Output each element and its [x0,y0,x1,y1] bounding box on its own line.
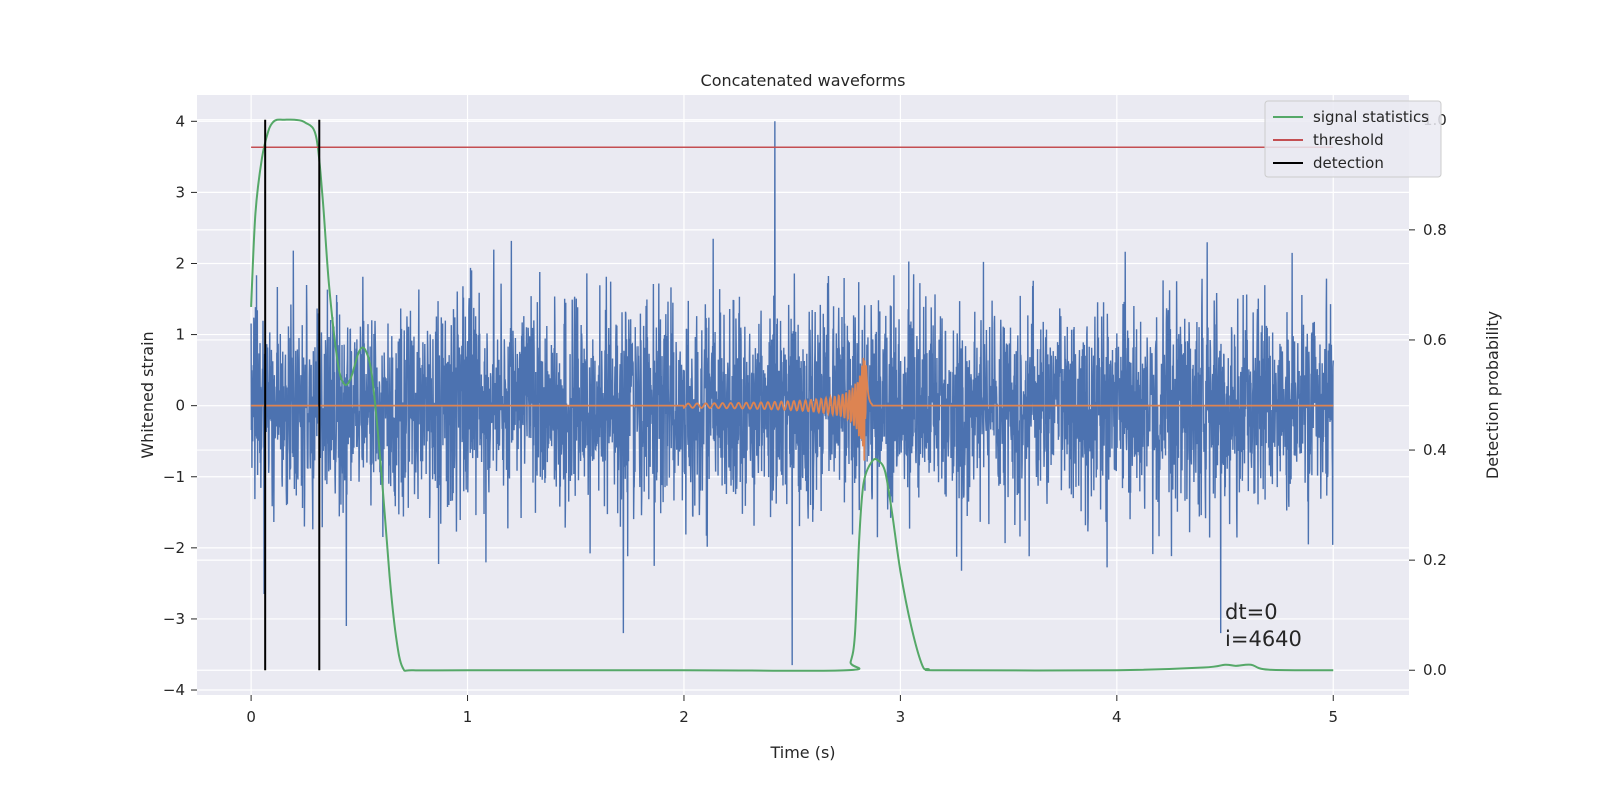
x-tick-label: 2 [679,708,689,726]
y-tick-label: −3 [163,610,185,628]
x-tick-label: 1 [463,708,473,726]
data-layer [250,118,1334,672]
y-tick-label: 3 [175,183,185,201]
annotation-index: i=4640 [1225,627,1302,651]
legend-label-signal-statistics: signal statistics [1313,108,1429,126]
chart-title: Concatenated waveforms [701,71,906,90]
y-tick-label: 0 [175,397,185,415]
template-line [251,357,1334,461]
signal-statistics-line [250,118,1334,672]
y-right-tick-label: 0.8 [1423,221,1447,239]
legend-box [1264,100,1442,178]
strain-noise-line [250,121,1334,666]
y-right-tick-label: 0.0 [1423,661,1447,679]
y-tick-label: 4 [175,112,185,130]
legend-label-detection: detection [1313,154,1384,172]
y-right-axis-label: Detection probability [1483,311,1502,479]
x-tick-label: 4 [1112,708,1122,726]
y-tick-label: −4 [163,681,185,699]
y-tick-label: −1 [163,468,185,486]
x-tick-label: 3 [896,708,906,726]
y-tick-label: 1 [175,326,185,344]
legend: signal statistics threshold detection [1264,100,1442,178]
y-right-tick-label: 0.2 [1423,551,1447,569]
annotation-dt: dt=0 [1225,600,1278,624]
y-tick-label: 2 [175,254,185,272]
x-axis-label: Time (s) [769,743,835,762]
legend-label-threshold: threshold [1313,131,1384,149]
y-tick-label: −2 [163,539,185,557]
y-right-tick-label: 0.6 [1423,331,1447,349]
y-right-tick-label: 0.4 [1423,441,1447,459]
x-tick-label: 5 [1328,708,1338,726]
x-tick-label: 0 [246,708,256,726]
y-axis-label: Whitened strain [138,331,157,458]
